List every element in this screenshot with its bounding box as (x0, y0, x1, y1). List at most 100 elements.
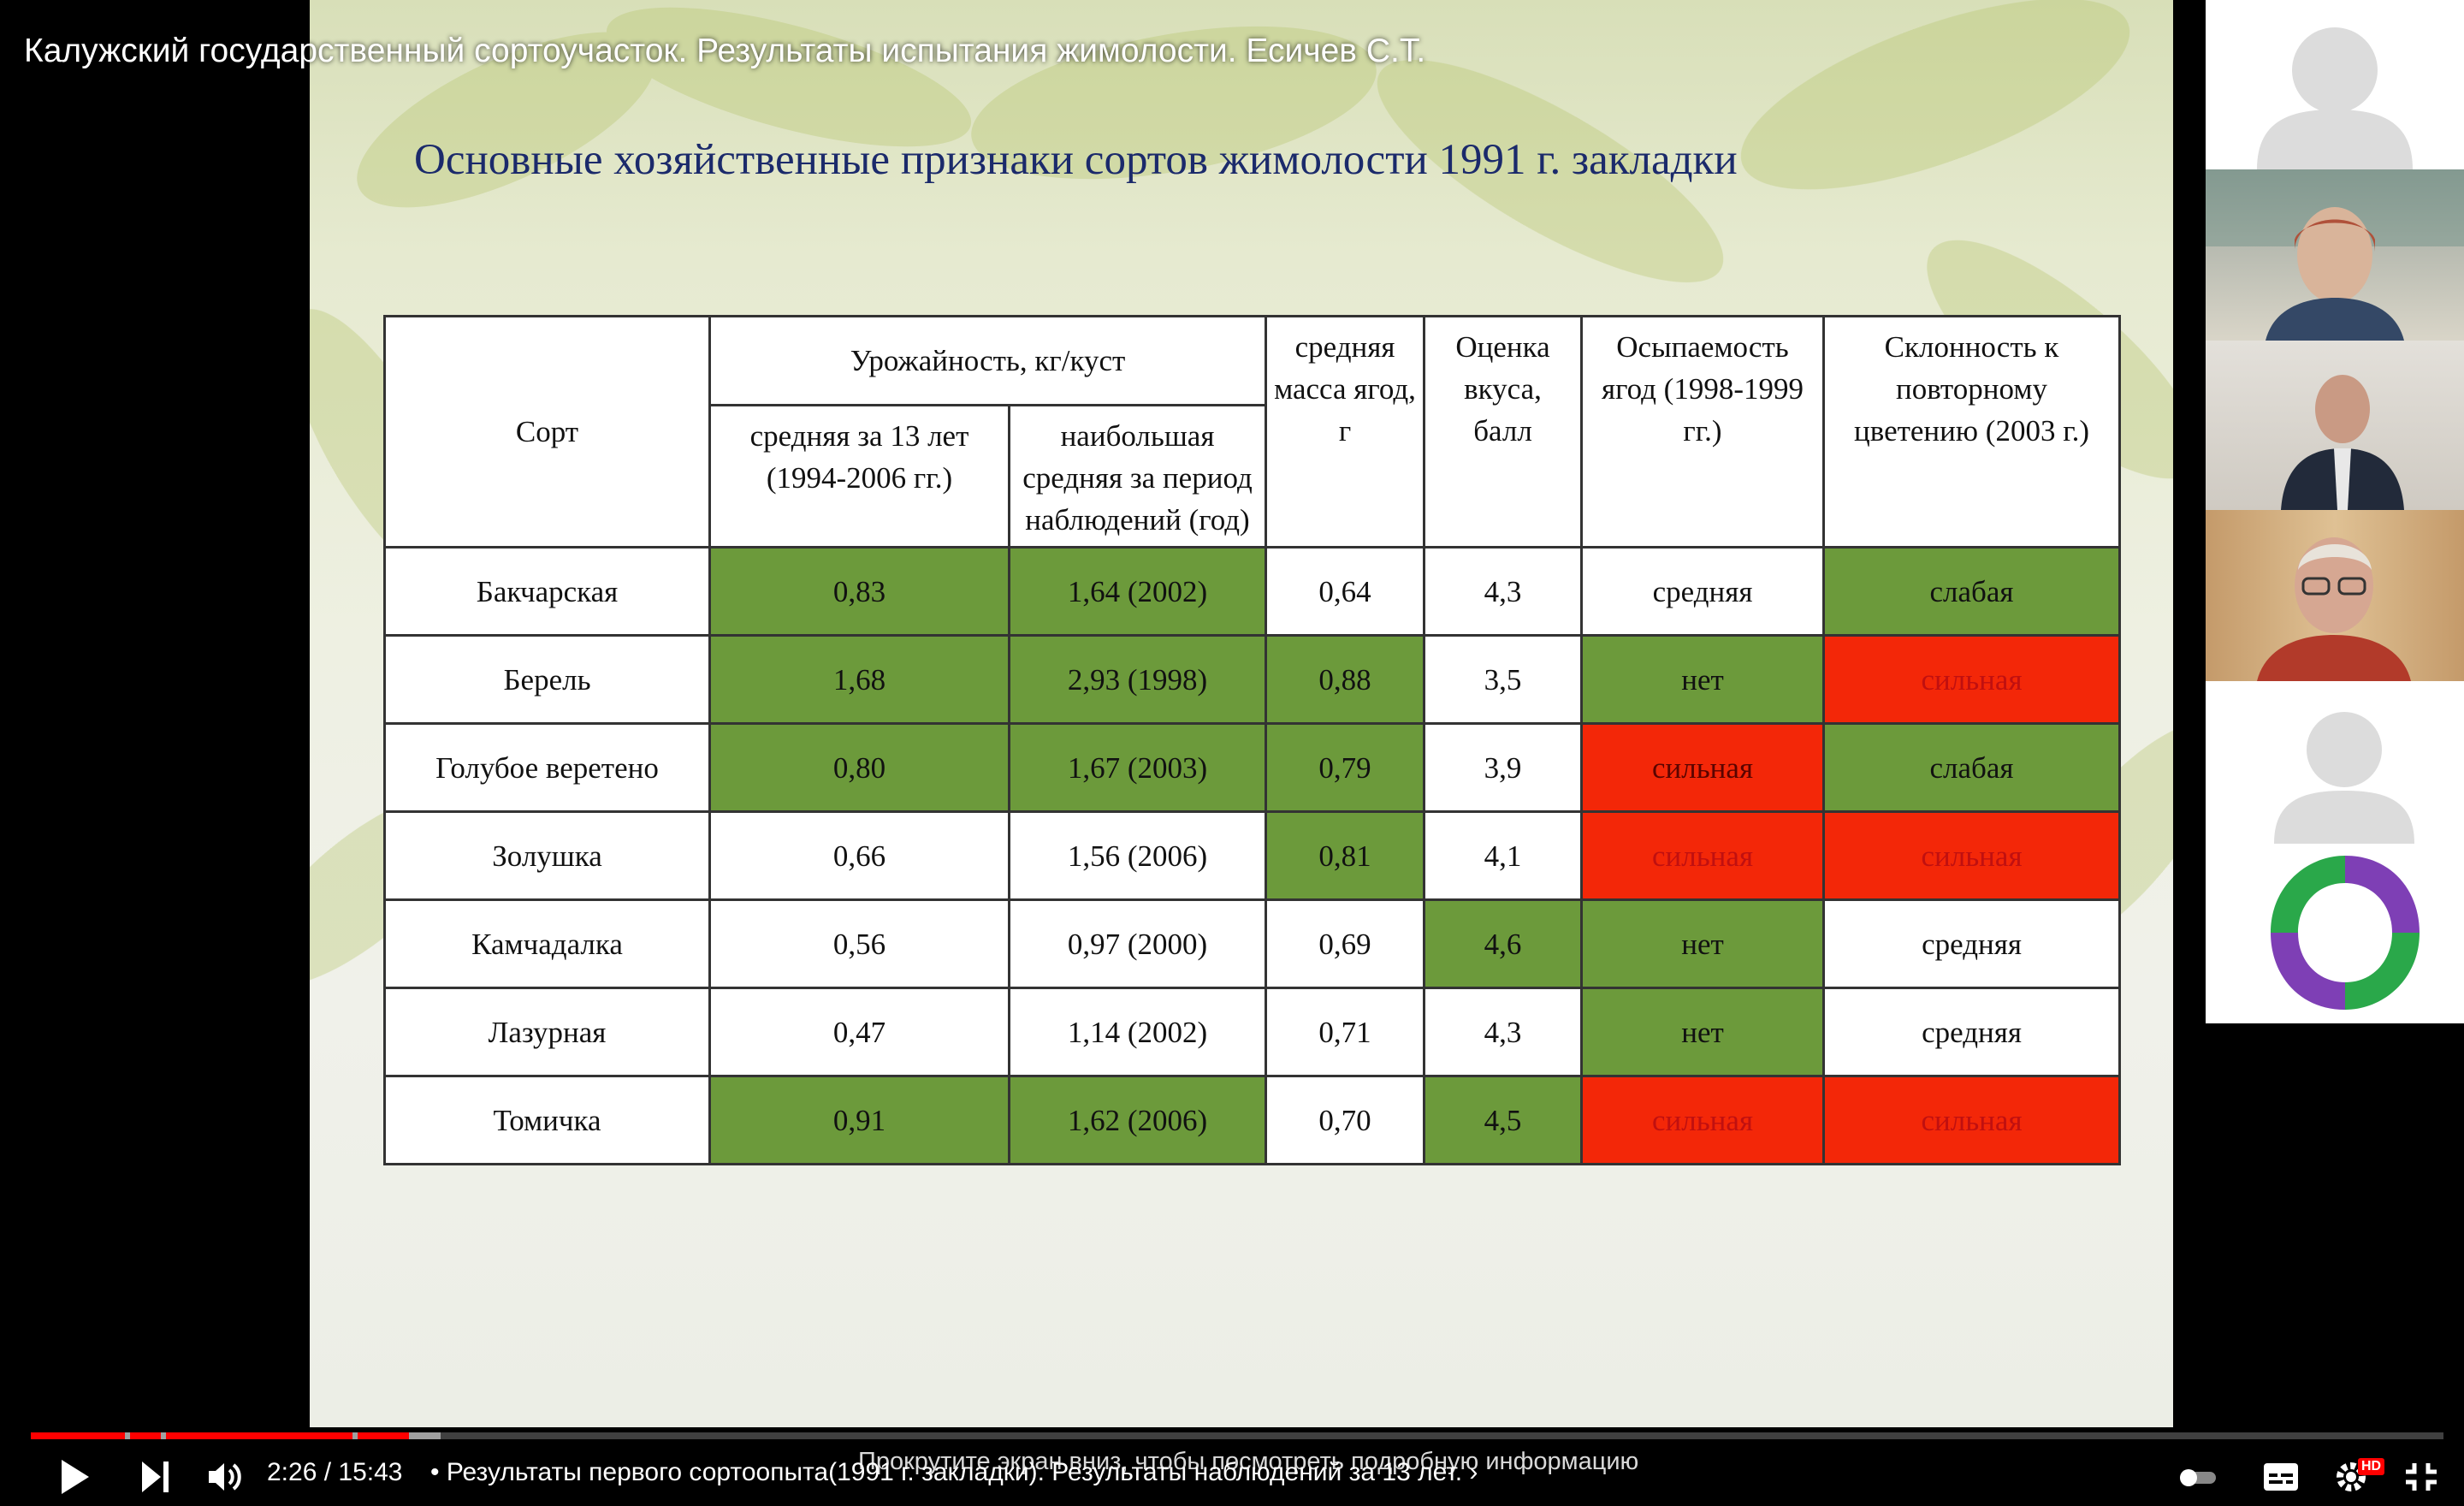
participants-panel (2206, 0, 2464, 1023)
header-berry-mass: средняя масса ягод, г (1265, 315, 1426, 548)
logo-icon (2271, 856, 2420, 1010)
avatar (2206, 169, 2464, 341)
cell-berry-mass: 0,71 (1265, 987, 1426, 1077)
cell-yield-max: 1,62 (2006) (1007, 1075, 1268, 1165)
next-icon[interactable] (140, 1460, 171, 1494)
cell-taste: 4,6 (1423, 898, 1584, 989)
cell-shedding: средняя (1580, 546, 1826, 637)
cell-taste: 3,9 (1423, 722, 1584, 813)
header-yield-max: наибольшая средняя за период наблюдений … (1007, 404, 1268, 548)
cell-reflowering-text: сильная (1921, 662, 2023, 697)
cell-berry-mass: 0,79 (1265, 722, 1426, 813)
cell-shedding: сильная (1580, 810, 1826, 901)
progress-played (130, 1432, 161, 1439)
slide-title: Основные хозяйственные признаки сортов ж… (414, 136, 1738, 184)
header-variety: Сорт (383, 315, 711, 548)
progress-played (31, 1432, 125, 1439)
header-yield-avg: средняя за 13 лет (1994-2006 гг.) (708, 404, 1010, 548)
cell-taste: 4,5 (1423, 1075, 1584, 1165)
presentation-slide: Основные хозяйственные признаки сортов ж… (310, 0, 2173, 1427)
play-icon[interactable] (58, 1458, 92, 1496)
cell-reflowering-text: сильная (1921, 1103, 2023, 1137)
cell-shedding: сильная (1580, 1075, 1826, 1165)
cell-taste: 4,1 (1423, 810, 1584, 901)
progress-played (358, 1432, 409, 1439)
cell-reflowering: средняя (1822, 898, 2122, 989)
table-row: Камчадалка 0,56 0,97 (2000) 0,69 4,6 нет… (383, 898, 2122, 989)
settings-icon[interactable] (2334, 1460, 2368, 1494)
participant-tile-woman (2206, 169, 2464, 341)
participant-tile-placeholder (2206, 0, 2464, 169)
cell-yield-avg: 0,47 (708, 987, 1010, 1077)
cell-shedding: нет (1580, 634, 1826, 725)
header-taste: Оценка вкуса, балл (1423, 315, 1584, 548)
cell-berry-mass: 0,81 (1265, 810, 1426, 901)
cell-variety: Голубое веретено (383, 722, 711, 813)
cell-yield-max: 1,67 (2003) (1007, 722, 1268, 813)
cell-shedding-text: сильная (1651, 750, 1754, 785)
video-title[interactable]: Калужский государственный сортоучасток. … (24, 33, 1426, 69)
avatar-placeholder-icon (2257, 27, 2413, 169)
participant-tile-logo (2206, 681, 2464, 1023)
subtitles-icon[interactable] (2262, 1462, 2300, 1492)
table-row: Томичка 0,91 1,62 (2006) 0,70 4,5 сильна… (383, 1075, 2122, 1165)
cell-berry-mass: 0,69 (1265, 898, 1426, 989)
honeysuckle-table: Сорт Урожайность, кг/куст средняя масса … (383, 315, 2122, 1165)
avatar-placeholder-icon (2274, 712, 2414, 844)
cell-shedding: нет (1580, 898, 1826, 989)
cell-yield-max: 1,64 (2002) (1007, 546, 1268, 637)
cell-reflowering: сильная (1822, 634, 2122, 725)
cell-reflowering: сильная (1822, 810, 2122, 901)
cell-yield-avg: 1,68 (708, 634, 1010, 725)
cell-yield-max: 1,14 (2002) (1007, 987, 1268, 1077)
chapter-title[interactable]: • Результаты первого сортоопыта(1991 г. … (430, 1458, 1478, 1486)
cell-reflowering: слабая (1822, 546, 2122, 637)
cell-variety: Золушка (383, 810, 711, 901)
cell-variety: Томичка (383, 1075, 711, 1165)
cell-yield-avg: 0,80 (708, 722, 1010, 813)
header-shedding: Осыпаемость ягод (1998-1999 гг.) (1580, 315, 1826, 548)
cell-taste: 4,3 (1423, 546, 1584, 637)
progress-played (166, 1432, 352, 1439)
cell-shedding-text: сильная (1651, 839, 1754, 873)
cell-shedding: сильная (1580, 722, 1826, 813)
cell-yield-avg: 0,66 (708, 810, 1010, 901)
cell-reflowering: сильная (1822, 1075, 2122, 1165)
table-row: Берель 1,68 2,93 (1998) 0,88 3,5 нет сил… (383, 634, 2122, 725)
cell-reflowering-text: сильная (1921, 839, 2023, 873)
cell-yield-max: 2,93 (1998) (1007, 634, 1268, 725)
cell-yield-max: 1,56 (2006) (1007, 810, 1268, 901)
progress-bar[interactable] (31, 1432, 2443, 1439)
avatar (2281, 375, 2404, 510)
cell-yield-max: 0,97 (2000) (1007, 898, 1268, 989)
autoplay-toggle-icon[interactable] (2178, 1465, 2219, 1489)
cell-yield-avg: 0,56 (708, 898, 1010, 989)
cell-yield-avg: 0,91 (708, 1075, 1010, 1165)
cell-reflowering: слабая (1822, 722, 2122, 813)
time-display: 2:26 / 15:43 (267, 1458, 403, 1486)
cell-variety: Бакчарская (383, 546, 711, 637)
player-controls: 2:26 / 15:43 • Результаты первого сортоо… (0, 1446, 2464, 1506)
avatar (2257, 537, 2411, 681)
header-reflowering: Склонность к повторному цветению (2003 г… (1822, 315, 2122, 548)
participant-tile-man-glasses (2206, 510, 2464, 681)
participant-tile-man-suit (2206, 341, 2464, 510)
cell-berry-mass: 0,64 (1265, 546, 1426, 637)
cell-yield-avg: 0,83 (708, 546, 1010, 637)
table-row: Голубое веретено 0,80 1,67 (2003) 0,79 3… (383, 722, 2122, 813)
volume-icon[interactable] (207, 1460, 245, 1494)
fullscreen-icon[interactable] (2404, 1462, 2438, 1492)
cell-variety: Камчадалка (383, 898, 711, 989)
cell-taste: 3,5 (1423, 634, 1584, 725)
cell-berry-mass: 0,88 (1265, 634, 1426, 725)
cell-variety: Лазурная (383, 987, 711, 1077)
cell-shedding: нет (1580, 987, 1826, 1077)
scroll-hint: Прокрутите экран вниз, чтобы посмотреть … (858, 1448, 1639, 1475)
cell-berry-mass: 0,70 (1265, 1075, 1426, 1165)
table-row: Бакчарская 0,83 1,64 (2002) 0,64 4,3 сре… (383, 546, 2122, 637)
table-row: Лазурная 0,47 1,14 (2002) 0,71 4,3 нет с… (383, 987, 2122, 1077)
header-yield-group: Урожайность, кг/куст (708, 315, 1268, 406)
leaf-background (310, 0, 2173, 987)
hd-badge: HD (2358, 1458, 2385, 1475)
table-row: Золушка 0,66 1,56 (2006) 0,81 4,1 сильна… (383, 810, 2122, 901)
